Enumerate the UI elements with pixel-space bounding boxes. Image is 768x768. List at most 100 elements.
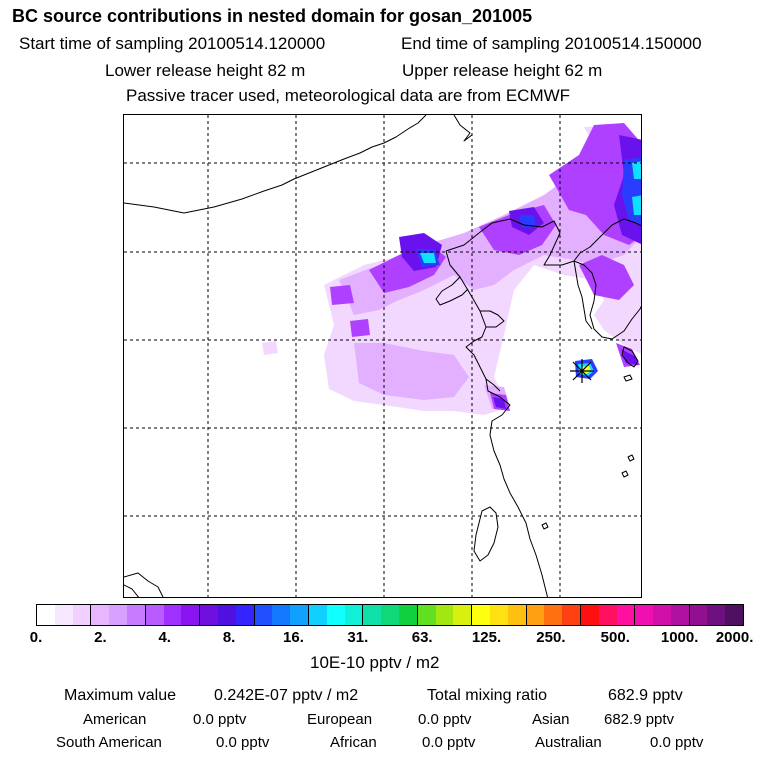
colorbar-swatch <box>217 605 236 625</box>
upper-release-height: Upper release height 62 m <box>402 61 603 80</box>
colorbar-tick-label: 1000. <box>660 629 699 646</box>
lat-lon-grid <box>124 115 641 597</box>
colorbar-swatch <box>635 605 654 625</box>
plume-cyan-north <box>420 253 436 263</box>
ryukyu-3 <box>621 470 629 478</box>
colorbar-swatch <box>235 605 255 625</box>
taiwan <box>473 506 499 562</box>
map-canvas <box>124 115 641 597</box>
concentration-field <box>262 123 641 415</box>
mongolia-border <box>124 115 427 214</box>
region-south-american-label: South American <box>56 734 162 751</box>
colorbar-tick-label: 16. <box>283 629 304 646</box>
colorbar-swatch <box>308 605 327 625</box>
colorbar-swatch <box>398 605 418 625</box>
colorbar-swatch <box>417 605 436 625</box>
colorbar-swatch <box>363 605 382 625</box>
colorbar-swatch <box>163 605 182 625</box>
korea-peninsula <box>573 260 641 340</box>
region-asian-label: Asian <box>532 711 570 728</box>
colorbar-swatch <box>507 605 527 625</box>
colorbar-swatch <box>580 605 599 625</box>
colorbar-swatch <box>344 605 364 625</box>
colorbar-swatch <box>91 605 110 625</box>
colorbar-swatch <box>272 605 291 625</box>
ryukyu-1 <box>623 374 633 382</box>
north-border-east <box>453 115 473 142</box>
region-african-value: 0.0 pptv <box>422 734 476 751</box>
receptor-star-icon <box>570 359 594 383</box>
region-australian-label: Australian <box>535 734 602 751</box>
colorbar-swatch <box>689 605 708 625</box>
colorbar-tick-label: 63. <box>411 629 433 646</box>
plume-south-patch <box>354 343 469 400</box>
map-panel <box>123 114 642 598</box>
colorbar-swatch <box>381 605 399 625</box>
china-east-coast <box>445 250 549 597</box>
region-european-label: European <box>307 711 373 728</box>
region-african-label: African <box>330 734 377 751</box>
region-south-american-value: 0.0 pptv <box>216 734 270 751</box>
plume-speck <box>262 341 278 355</box>
colorbar-swatch <box>562 605 581 625</box>
colorbar-swatch <box>489 605 508 625</box>
plume-cyan-east-1 <box>632 161 641 179</box>
total-mixing-value: 682.9 pptv <box>608 687 683 704</box>
lower-release-height: Lower release height 82 m <box>105 61 306 80</box>
colorbar-tick-label: 250. <box>536 629 566 646</box>
colorbar-swatch <box>707 605 726 625</box>
colorbar-swatch <box>200 605 218 625</box>
colorbar-swatch <box>126 605 146 625</box>
plume-purple-korea <box>579 255 634 300</box>
colorbar-swatch <box>54 605 73 625</box>
region-asian-value: 682.9 pptv <box>604 711 675 728</box>
bohai-gulf <box>435 276 469 306</box>
shandong <box>480 310 505 328</box>
colorbar-swatch <box>653 605 671 625</box>
colorbar-tick-label: 8. <box>222 629 236 646</box>
coastlines <box>124 115 641 597</box>
south-coast-west <box>124 584 140 597</box>
total-mixing-label: Total mixing ratio <box>427 687 548 704</box>
colorbar-swatch <box>598 605 617 625</box>
plume-cyan-east-2 <box>632 195 641 215</box>
plume-blue-east <box>519 215 536 227</box>
colorbar-tick-label: 4. <box>158 629 171 646</box>
plume-deep-kyushu <box>621 349 638 365</box>
colorbar-swatch <box>145 605 164 625</box>
colorbar-swatch <box>544 605 563 625</box>
colorbar-tick-label: 2. <box>94 629 107 646</box>
colorbar-tick-label: 500. <box>600 629 630 646</box>
colorbar-swatch <box>453 605 473 625</box>
max-value-label: Maximum value <box>64 687 177 704</box>
plot-title: BC source contributions in nested domain… <box>12 6 533 26</box>
ryukyu-4 <box>541 522 549 530</box>
plume-cyan <box>420 161 641 263</box>
colorbar-units: 10E-10 pptv / m2 <box>310 653 440 672</box>
region-american-value: 0.0 pptv <box>193 711 247 728</box>
yangtze-estuary <box>485 378 501 392</box>
hainan-edge <box>124 572 164 597</box>
plume-purple-spot <box>350 319 370 337</box>
region-american-label: American <box>83 711 147 728</box>
start-time: Start time of sampling 20100514.120000 <box>19 34 326 53</box>
colorbar-swatch <box>526 605 545 625</box>
region-european-value: 0.0 pptv <box>418 711 472 728</box>
colorbar <box>36 604 744 626</box>
colorbar-swatch <box>326 605 345 625</box>
colorbar-swatch <box>37 605 55 625</box>
colorbar-swatch <box>670 605 690 625</box>
colorbar-swatch <box>472 605 490 625</box>
colorbar-swatch <box>181 605 201 625</box>
region-australian-value: 0.0 pptv <box>650 734 704 751</box>
colorbar-tick-label: 2000. <box>715 629 754 646</box>
colorbar-tick-label: 31. <box>347 629 369 646</box>
plume-deep-shanghai <box>493 397 506 409</box>
colorbar-swatch <box>616 605 636 625</box>
colorbar-swatch <box>435 605 454 625</box>
manchuria-border <box>445 218 641 266</box>
colorbar-swatch <box>254 605 273 625</box>
ryukyu-2 <box>627 454 635 462</box>
colorbar-swatch <box>109 605 127 625</box>
colorbar-swatch <box>725 605 744 625</box>
